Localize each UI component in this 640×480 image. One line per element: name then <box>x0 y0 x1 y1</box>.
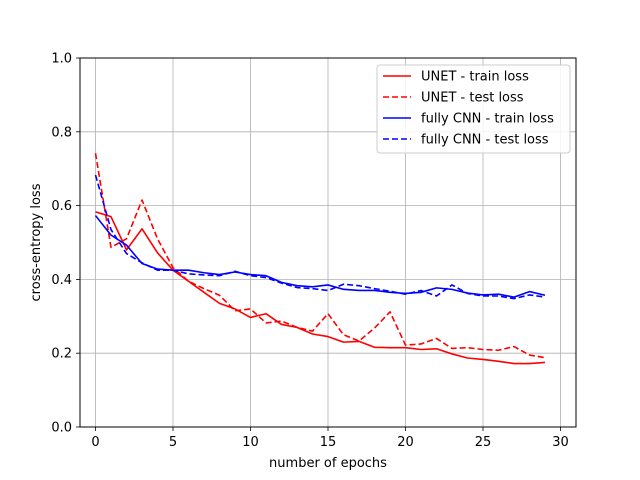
y-axis-label: cross-entropy loss <box>29 183 44 301</box>
y-tick-label: 0.2 <box>51 347 72 362</box>
legend-label-3: fully CNN - train loss <box>421 112 554 127</box>
x-tick-label: 15 <box>320 435 337 450</box>
x-tick-label: 30 <box>552 435 569 450</box>
axis-ticks: 0 5 10 15 20 25 30 0.0 0.2 0.4 0.6 0.8 1.0 <box>51 52 568 451</box>
series-lines <box>94 153 546 365</box>
legend: UNET - train loss UNET - test loss fully C… <box>376 64 571 154</box>
y-tick-label: 0.6 <box>51 199 72 214</box>
x-tick-label: 20 <box>397 435 414 450</box>
legend-label-1: UNET - train loss <box>421 70 529 85</box>
series-line-2 <box>94 153 546 359</box>
y-tick-label: 0.4 <box>51 273 72 288</box>
series-line-4 <box>94 174 546 300</box>
legend-box <box>376 64 571 154</box>
y-tick-label: 1.0 <box>51 52 72 67</box>
x-axis-label: number of epochs <box>269 456 387 471</box>
y-tick-label: 0.0 <box>51 421 72 436</box>
x-tick-label: 10 <box>242 435 259 450</box>
x-tick-label: 25 <box>475 435 492 450</box>
y-tick-label: 0.8 <box>51 125 72 140</box>
legend-label-4: fully CNN - test loss <box>421 133 549 148</box>
x-tick-label: 0 <box>91 435 99 450</box>
series-line-1 <box>95 211 546 365</box>
x-tick-label: 5 <box>169 435 177 450</box>
legend-label-2: UNET - test loss <box>421 91 524 106</box>
